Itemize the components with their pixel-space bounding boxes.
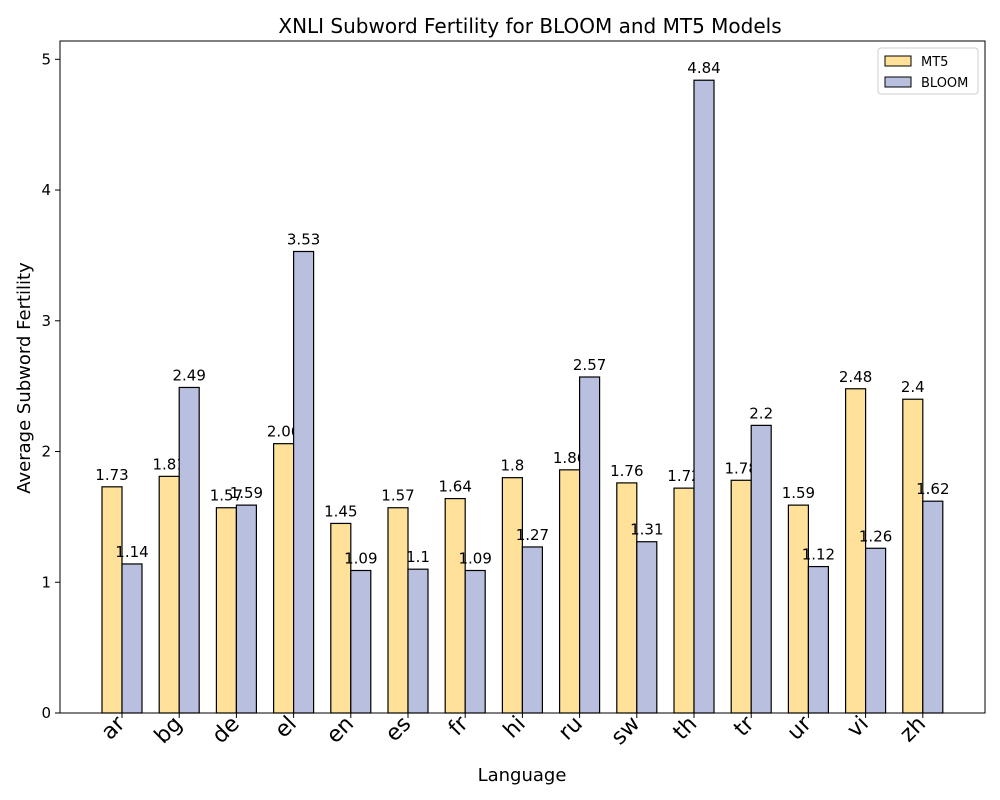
value-label-mt5-vi: 2.48	[839, 368, 872, 386]
bar-mt5-ur	[787, 504, 810, 714]
bar-bloom-de	[235, 504, 257, 714]
bar-bloom-tr	[750, 424, 772, 714]
value-label-bloom-th: 4.84	[687, 59, 720, 77]
value-label-bloom-zh: 1.62	[916, 480, 949, 498]
value-label-bloom-en: 1.09	[344, 549, 377, 567]
y-tick-label: 3	[41, 312, 51, 330]
value-label-mt5-th: 1.72	[667, 467, 700, 485]
value-label-mt5-sw: 1.76	[610, 462, 643, 480]
y-tick-label: 0	[41, 704, 51, 722]
bar-mt5-bg	[158, 475, 180, 714]
legend-label-bloom: BLOOM	[921, 76, 968, 91]
bar-mt5-el	[273, 443, 295, 714]
legend-swatch-mt5	[884, 55, 912, 67]
value-label-bloom-ar: 1.14	[115, 543, 148, 561]
value-label-bloom-bg: 2.49	[172, 366, 205, 384]
x-tick-label-zh: zh	[895, 712, 931, 748]
x-axis-label: Language	[478, 765, 567, 786]
x-tick-label-fr: fr	[444, 711, 474, 741]
bar-bloom-es	[407, 568, 429, 714]
value-label-mt5-de: 1.57	[210, 487, 243, 505]
bar-mt5-sw	[616, 482, 638, 714]
value-label-mt5-ru: 1.86	[553, 449, 586, 467]
bar-mt5-fr	[444, 497, 466, 714]
bar-bloom-fr	[464, 569, 486, 714]
value-label-bloom-fr: 1.09	[458, 549, 491, 567]
x-tick-label-ru: ru	[554, 712, 588, 746]
value-label-bloom-hi: 1.27	[516, 526, 549, 544]
value-label-mt5-es: 1.57	[381, 487, 414, 505]
x-tick-label-en: en	[322, 712, 359, 749]
bar-bloom-ru	[578, 376, 601, 714]
bar-bloom-el	[293, 250, 315, 714]
value-label-bloom-vi: 1.26	[859, 527, 892, 545]
bar-mt5-es	[387, 507, 409, 714]
bar-mt5-vi	[844, 388, 867, 714]
x-tick-label-vi: vi	[843, 712, 874, 743]
x-tick-label-bg: bg	[150, 712, 187, 749]
value-label-bloom-de: 1.59	[230, 484, 263, 502]
bar-bloom-hi	[521, 546, 544, 714]
bar-bloom-sw	[636, 541, 658, 714]
x-tick-label-de: de	[208, 712, 245, 749]
bar-bloom-zh	[922, 500, 944, 714]
value-label-mt5-zh: 2.4	[901, 378, 925, 396]
x-tick-label-tr: tr	[729, 711, 760, 742]
bar-mt5-th	[673, 487, 695, 714]
bar-bloom-en	[350, 569, 372, 714]
bar-mt5-hi	[501, 477, 523, 714]
legend-swatch-bloom	[884, 76, 912, 88]
chart-title: XNLI Subword Fertility for BLOOM and MT5…	[278, 14, 781, 38]
y-tick-label: 2	[41, 443, 51, 461]
bar-mt5-tr	[730, 479, 752, 714]
bar-mt5-de	[215, 507, 237, 714]
value-label-bloom-ru: 2.57	[573, 356, 606, 374]
value-label-mt5-tr: 1.78	[724, 459, 757, 477]
value-label-bloom-es: 1.1	[406, 548, 430, 566]
value-label-bloom-el: 3.53	[287, 230, 320, 248]
value-label-bloom-ur: 1.12	[802, 546, 835, 564]
x-tick-label-ur: ur	[783, 711, 818, 746]
x-tick-label-es: es	[381, 712, 416, 747]
bar-bloom-ur	[807, 565, 830, 714]
plot-area: 1.73 1.81 1.57 2.06 1.45 1.57 1.64 1.8 1.86 1.76 1…	[41, 40, 986, 751]
x-tick-label-ar: ar	[97, 711, 131, 745]
y-tick-label: 4	[41, 181, 51, 199]
value-label-mt5-bg: 1.81	[152, 455, 185, 473]
value-label-mt5-fr: 1.64	[438, 478, 471, 496]
x-tick-label-th: th	[669, 712, 703, 746]
bar-bloom-bg	[178, 386, 200, 714]
x-tick-label-hi: hi	[499, 712, 531, 744]
bar-mt5-zh	[902, 398, 924, 714]
y-tick-label: 1	[41, 573, 51, 591]
value-label-bloom-tr: 2.2	[749, 404, 773, 422]
bar-bloom-ar	[121, 563, 143, 714]
x-tick-label-el: el	[270, 712, 302, 744]
value-label-mt5-el: 2.06	[267, 423, 300, 441]
bar-mt5-ar	[101, 486, 123, 714]
value-label-mt5-en: 1.45	[324, 502, 357, 520]
legend: MT5 BLOOM	[877, 47, 979, 95]
value-label-mt5-ur: 1.59	[782, 484, 815, 502]
legend-label-mt5: MT5	[921, 55, 948, 70]
x-tick-label-sw: sw	[607, 712, 646, 751]
value-label-bloom-sw: 1.31	[630, 521, 663, 539]
bar-bloom-th	[693, 79, 715, 714]
value-label-mt5-ar: 1.73	[95, 466, 128, 484]
bar-mt5-ru	[558, 469, 581, 714]
bar-bloom-vi	[864, 547, 887, 714]
value-label-mt5-hi: 1.8	[500, 457, 524, 475]
y-tick-label: 5	[41, 50, 51, 68]
y-axis-label: Average Subword Fertility	[14, 262, 35, 494]
